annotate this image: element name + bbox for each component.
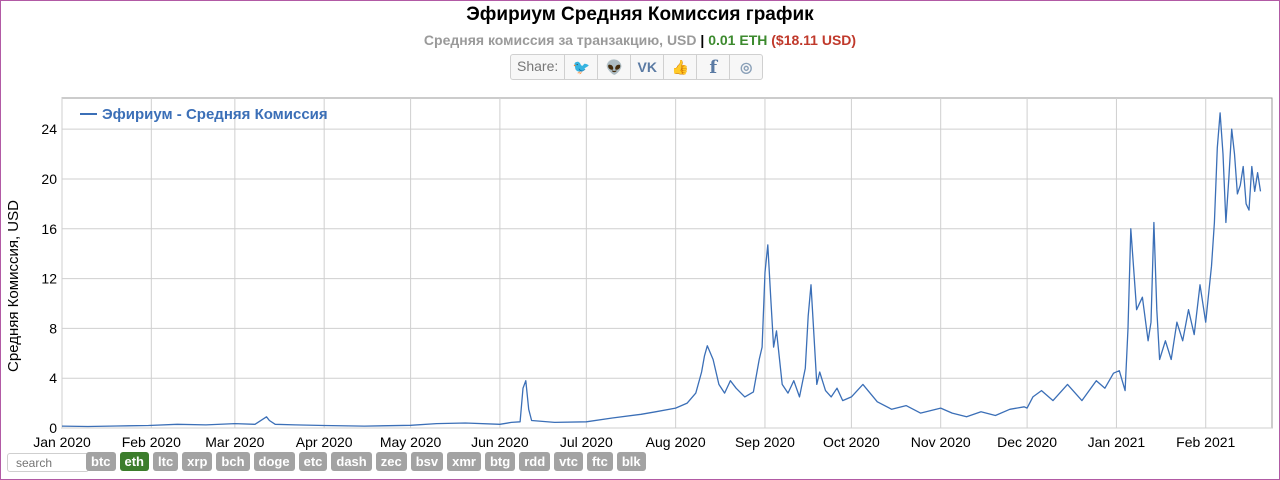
y-axis-label: Средняя Комиссия, USD	[5, 200, 22, 372]
subtitle-separator: |	[700, 32, 705, 48]
coin-button-xmr[interactable]: xmr	[447, 452, 481, 471]
x-tick-label: May 2020	[380, 434, 442, 450]
x-tick-label: Jan 2020	[33, 434, 91, 450]
legend-label: Эфириум - Средняя Комиссия	[102, 106, 328, 123]
vk-icon[interactable]: VK	[631, 55, 665, 79]
coin-button-zec[interactable]: zec	[375, 452, 407, 471]
x-tick-label: Sep 2020	[735, 434, 795, 450]
x-tick-label: Nov 2020	[911, 434, 971, 450]
y-tick-label: 20	[41, 171, 57, 187]
coin-button-eth[interactable]: eth	[119, 452, 149, 471]
coin-button-btc[interactable]: btc	[86, 452, 116, 471]
chart-series	[61, 112, 1262, 428]
twitter-icon[interactable]: 🐦	[565, 55, 599, 79]
coin-button-ltc[interactable]: ltc	[153, 452, 179, 471]
chart-grid	[61, 97, 1273, 429]
fee-line-chart: 0 4 8 12 16 20 24 Jan 2020 Feb 2020 Mar 2020 Apr 2…	[5, 97, 1273, 450]
subtitle-text: Средняя комиссия за транзакцию, USD	[423, 32, 697, 48]
coin-button-bch[interactable]: bch	[216, 452, 250, 471]
chart-ticks: 0 4 8 12 16 20 24 Jan 2020 Feb 2020 Mar 2020 Apr 2…	[33, 121, 1235, 450]
y-tick-label: 16	[41, 221, 57, 237]
x-tick-label: Feb 2021	[1176, 434, 1235, 450]
coin-button-blk[interactable]: blk	[616, 452, 646, 471]
coin-selector: btc eth ltc xrp bch doge etc dash zec bsv xmr btg rd…	[86, 452, 646, 471]
page-subtitle: Средняя комиссия за транзакцию, USD | 0.…	[0, 32, 1280, 48]
coin-button-vtc[interactable]: vtc	[554, 452, 583, 471]
search-input[interactable]	[7, 453, 89, 472]
y-tick-label: 0	[49, 420, 57, 436]
coin-button-dash[interactable]: dash	[331, 452, 372, 471]
reddit-icon[interactable]: 👽	[598, 55, 632, 79]
y-tick-label: 8	[49, 320, 57, 336]
coin-button-xrp[interactable]: xrp	[182, 452, 213, 471]
weibo-icon[interactable]: ◎	[740, 58, 753, 75]
x-tick-label: Dec 2020	[997, 434, 1057, 450]
x-tick-label: Feb 2020	[122, 434, 181, 450]
coin-button-etc[interactable]: etc	[298, 452, 328, 471]
share-bar: Share: 🐦 👽 VK 👍 f ◎	[510, 54, 764, 80]
y-tick-label: 24	[41, 121, 57, 137]
x-tick-label: Jul 2020	[560, 434, 613, 450]
x-tick-label: Oct 2020	[823, 434, 880, 450]
like-icon[interactable]: 👍	[664, 55, 698, 79]
coin-button-btg[interactable]: btg	[484, 452, 516, 471]
coin-button-bsv[interactable]: bsv	[410, 452, 444, 471]
page-title: Эфириум Средняя Комиссия график	[466, 4, 814, 25]
x-tick-label: Aug 2020	[646, 434, 706, 450]
facebook-icon[interactable]: f	[697, 55, 731, 79]
eth-fee-value: 0.01 ETH	[708, 32, 768, 48]
y-tick-label: 12	[41, 271, 57, 287]
x-tick-label: Mar 2020	[205, 434, 264, 450]
coin-button-rdd[interactable]: rdd	[519, 452, 551, 471]
y-tick-label: 4	[49, 370, 57, 386]
x-tick-label: Jun 2020	[471, 434, 529, 450]
x-tick-label: Jan 2021	[1088, 434, 1146, 450]
coin-button-doge[interactable]: doge	[253, 452, 295, 471]
series-line-0	[61, 112, 1262, 428]
chart-legend: Эфириум - Средняя Комиссия	[80, 106, 328, 123]
usd-fee-value: ($18.11 USD)	[771, 32, 857, 48]
x-tick-label: Apr 2020	[296, 434, 353, 450]
share-label: Share:	[511, 55, 566, 79]
coin-button-ftc[interactable]: ftc	[586, 452, 613, 471]
